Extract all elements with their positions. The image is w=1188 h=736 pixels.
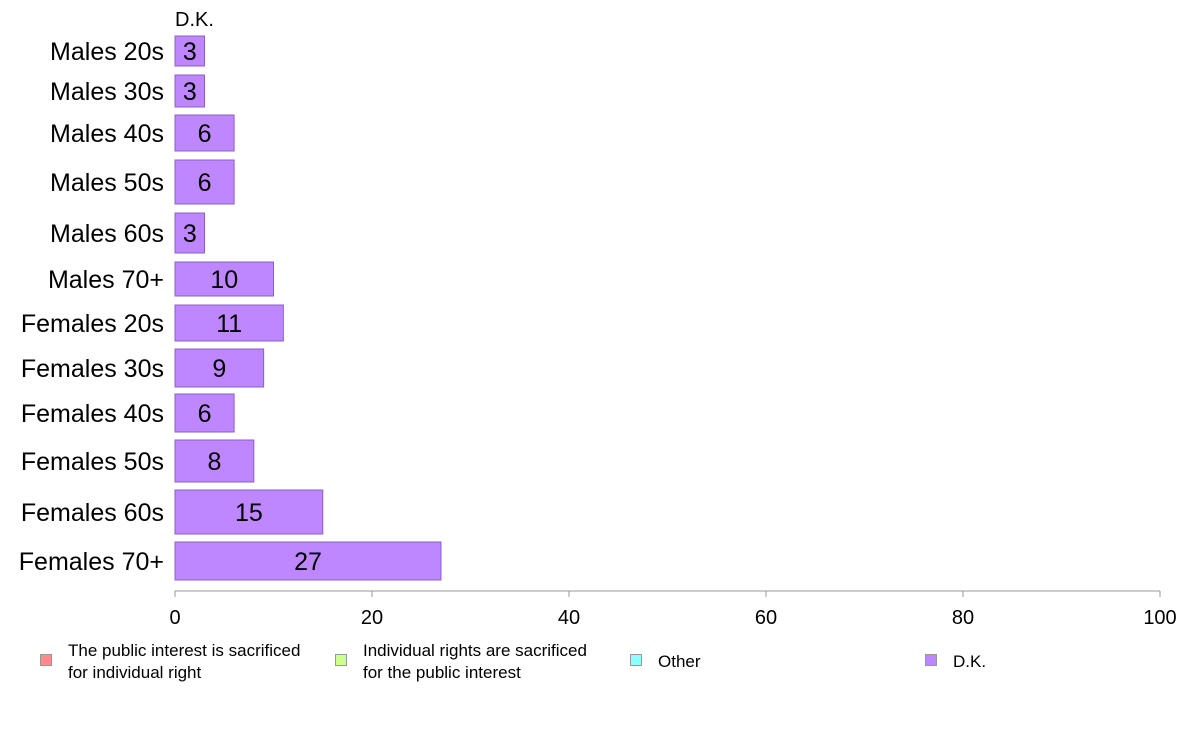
x-tick-label: 80 — [952, 607, 974, 629]
legend-swatch-public-interest — [40, 654, 52, 666]
bar-value-label: 11 — [216, 310, 242, 338]
legend-item-other: Other — [630, 640, 701, 673]
legend-item-individual-rights: Individual rights are sacrificed for the… — [335, 640, 587, 684]
bar-2 — [174, 114, 235, 152]
x-tick-label: 0 — [169, 607, 180, 629]
bar-value-label: 9 — [212, 355, 226, 383]
x-tick-label: 60 — [755, 607, 777, 629]
category-label: Males 50s — [50, 169, 164, 197]
bar-value-label: 3 — [183, 78, 197, 106]
legend-item-dk: D.K. — [925, 640, 986, 673]
legend: The public interest is sacrificed for in… — [0, 640, 1188, 700]
panel-title: D.K. — [175, 9, 214, 31]
legend-item-public-interest: The public interest is sacrificed for in… — [40, 640, 300, 684]
legend-swatch-other — [630, 654, 642, 666]
category-label: Females 20s — [21, 310, 164, 338]
bar-value-label: 3 — [183, 38, 197, 66]
bar-value-label: 10 — [210, 266, 238, 294]
x-tick-label: 40 — [558, 607, 580, 629]
category-label: Males 60s — [50, 220, 164, 248]
category-label: Females 50s — [21, 448, 164, 476]
bar-value-label: 6 — [198, 169, 212, 197]
category-label: Males 40s — [50, 120, 164, 148]
legend-swatch-dk — [925, 654, 937, 666]
bar-11 — [174, 541, 442, 581]
x-tick-label: 20 — [361, 607, 383, 629]
bar-value-label: 15 — [235, 499, 263, 527]
bar-6 — [174, 304, 284, 342]
bar-8 — [174, 393, 235, 433]
bar-4 — [174, 212, 206, 254]
bar-7 — [174, 348, 265, 388]
legend-label-other: Other — [658, 652, 701, 671]
bar-9 — [174, 439, 255, 483]
bar-value-label: 3 — [183, 220, 197, 248]
bar-value-label: 8 — [207, 448, 221, 476]
legend-label-dk: D.K. — [953, 652, 987, 671]
category-label: Females 60s — [21, 499, 164, 527]
bar-10 — [174, 489, 324, 535]
category-label: Females 70+ — [19, 548, 164, 576]
bar-3 — [174, 159, 235, 205]
category-label: Females 40s — [21, 400, 164, 428]
category-label: Males 20s — [50, 38, 164, 66]
bar-value-label: 6 — [198, 400, 212, 428]
category-labels: Males 20s Males 30s Males 40s Males 50s Male… — [19, 38, 164, 576]
bar-1 — [174, 74, 206, 108]
category-label: Females 30s — [21, 355, 164, 383]
x-axis: 0 20 40 60 80 100 — [169, 590, 1177, 629]
x-tick-label: 100 — [1143, 607, 1176, 629]
bar-5 — [174, 261, 274, 297]
category-label: Males 30s — [50, 78, 164, 106]
bar-value-label: 27 — [294, 548, 322, 576]
legend-swatch-individual-rights — [335, 654, 347, 666]
bar-0 — [174, 35, 206, 67]
bar-value-label: 6 — [198, 120, 212, 148]
category-label: Males 70+ — [48, 266, 164, 294]
legend-label-individual-rights: Individual rights are sacrificed for the… — [363, 641, 587, 682]
legend-label-public-interest: The public interest is sacrificed for in… — [68, 641, 301, 682]
